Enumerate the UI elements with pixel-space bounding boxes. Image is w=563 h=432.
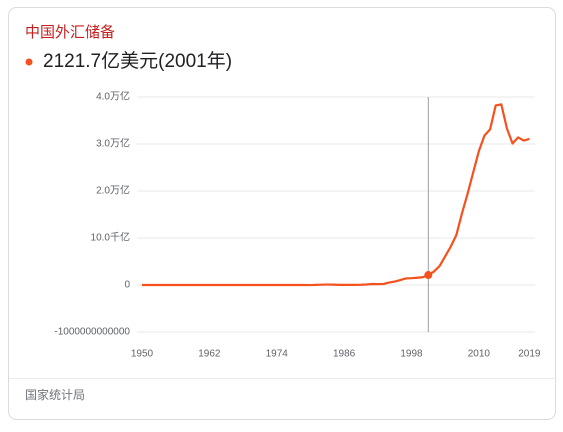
data-line [142,103,530,287]
y-tick-label: 0 [124,280,130,291]
y-tick-label: 2.0万亿 [96,184,130,197]
card-border [8,7,556,420]
source: 国家统计局 [25,387,85,402]
x-tick-label: 1998 [400,349,423,360]
x-tick-label: 1974 [266,349,289,360]
x-tick-label: 1962 [198,349,221,360]
highlight-label: 2121.7亿美元(2001年) [43,50,232,72]
y-tick-label: 4.0万亿 [96,90,130,103]
legend-dot [25,58,33,66]
y-tick-label: 3.0万亿 [96,137,130,150]
x-tick-label: 2010 [468,349,491,360]
x-tick-label: 2019 [518,349,541,360]
x-tick-label: 1986 [333,349,356,360]
highlight-point [424,271,433,280]
x-tick-label: 1950 [131,349,154,360]
chart-title: 中国外汇储备 [25,24,115,41]
y-tick-label: -1000000000000 [54,327,130,338]
y-tick-label: 10.0千亿 [91,231,130,244]
